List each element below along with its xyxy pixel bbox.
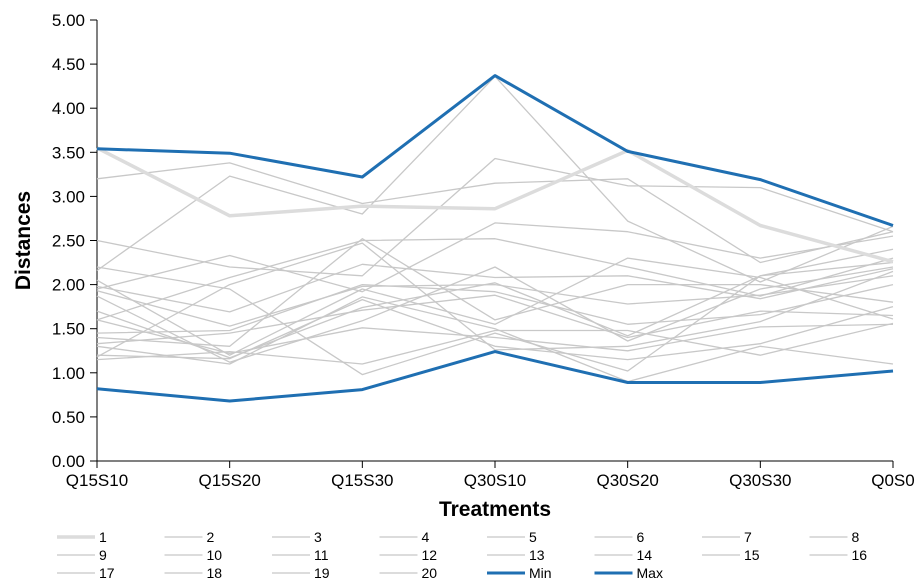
series-line-17 [96,322,894,365]
y-axis-title: Distances [12,191,35,290]
legend-label: 4 [422,529,430,545]
series-line-6 [96,238,894,321]
legend-label: 18 [207,565,223,580]
x-tick-label: Q15S20 [198,471,260,490]
legend-label: 14 [637,547,653,563]
series-line-20 [96,242,894,358]
x-tick-label: Q30S10 [464,471,526,490]
series-line-min [96,350,894,403]
legend-label: 7 [744,529,752,545]
series-line-3 [96,75,894,283]
legend-label: 2 [207,529,215,545]
series-line-15 [96,319,894,355]
legend-label: 20 [422,565,438,580]
series-line-7 [96,263,894,313]
x-tick-label: Q15S30 [331,471,393,490]
y-tick-label: 4.00 [52,99,85,118]
x-tick-label: Q30S20 [596,471,658,490]
legend-label: 8 [852,529,860,545]
legend-label: 3 [314,529,322,545]
y-tick-label: 5.00 [52,11,85,30]
x-axis-title: Treatments [439,498,551,521]
x-tick-label: Q30S30 [729,471,791,490]
legend-label: 1 [99,529,107,545]
legend-label: 11 [314,547,329,563]
series-line-14 [96,294,894,345]
series-line-4 [96,157,894,277]
axes [96,20,893,462]
y-tick-label: 3.00 [52,187,85,206]
series-line-max [96,74,894,227]
x-tick-label: Q0S0 [871,471,914,490]
series-line-2 [96,162,894,264]
y-tick-label: 3.50 [52,143,85,162]
legend-label: 16 [852,547,868,563]
y-tick-label: 4.50 [52,55,85,74]
legend-label: 5 [529,529,537,545]
legend-label: 12 [422,547,438,563]
series-line-1 [96,146,894,264]
series-line-13 [96,283,894,334]
series-line-10 [96,257,894,356]
legend-label: 15 [744,547,760,563]
series-line-16 [96,298,894,361]
series-line-8 [96,275,894,327]
legend-label: 13 [529,547,545,563]
y-tick-label: 2.50 [52,232,85,251]
legend-label: 6 [637,529,645,545]
series-line-9 [96,238,894,347]
legend-label: 9 [99,547,107,563]
y-tick-label: 2.00 [52,276,85,295]
legend-label: 10 [207,547,223,563]
series-line-18 [96,261,894,376]
series-line-11 [96,248,894,359]
series-line-5 [96,222,894,293]
y-axis-ticks: 0.00 0.50 1.00 1.50 2.00 2.50 3.00 3.50 4.00 4.50… [52,11,97,471]
x-tick-label: Q15S10 [66,471,128,490]
y-tick-label: 1.50 [52,320,85,339]
legend-label: 19 [314,565,330,580]
series-line-19 [96,296,894,383]
y-tick-label: 0.50 [52,408,85,427]
legend-label: Max [637,565,663,580]
series-lines [96,74,894,403]
y-tick-label: 1.00 [52,364,85,383]
legend-label: Min [529,565,552,580]
series-line-12 [96,266,894,363]
y-tick-label: 0.00 [52,452,85,471]
x-axis-ticks: Q15S10 Q15S20 Q15S30 Q30S10 Q30S20 Q30S30 Q0S0 [66,461,915,490]
legend-label: 17 [99,565,115,580]
